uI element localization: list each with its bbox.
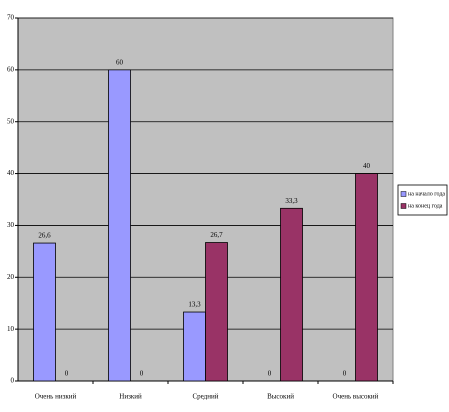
legend-swatch [400,191,407,197]
value-label: 13,3 [188,301,201,309]
y-tick-label: 50 [7,117,15,125]
value-label: 0 [65,370,69,378]
x-tick-label: Очень высокий [333,393,379,401]
value-label: 26,6 [38,232,51,240]
bar [33,242,56,382]
bar [108,69,131,382]
value-label: 40 [363,162,371,170]
legend-swatch [400,203,407,209]
value-label: 0 [343,370,347,378]
y-tick-label: 30 [7,221,15,229]
bar [355,173,378,382]
y-tick-label: 40 [7,169,15,177]
legend-label: на начало года [408,191,445,197]
x-tick-label: Низкий [119,393,142,401]
value-label: 33,3 [285,197,298,205]
bar [183,311,206,382]
y-tick-label: 0 [11,377,15,385]
bar [205,242,228,382]
x-tick-label: Очень низкий [35,393,77,401]
y-tick-label: 60 [7,65,15,73]
y-tick-label: 10 [7,325,15,333]
legend-box [397,184,448,216]
y-tick-label: 70 [7,14,15,22]
x-tick-label: Средний [193,393,219,401]
value-label: 60 [116,58,124,66]
bar [280,207,303,382]
x-tick-label: Высокий [267,393,294,401]
legend-label: на конец года [408,203,443,209]
value-label: 26,7 [210,231,223,239]
value-label: 0 [140,370,144,378]
value-label: 0 [268,370,272,378]
y-tick-label: 20 [7,273,15,281]
